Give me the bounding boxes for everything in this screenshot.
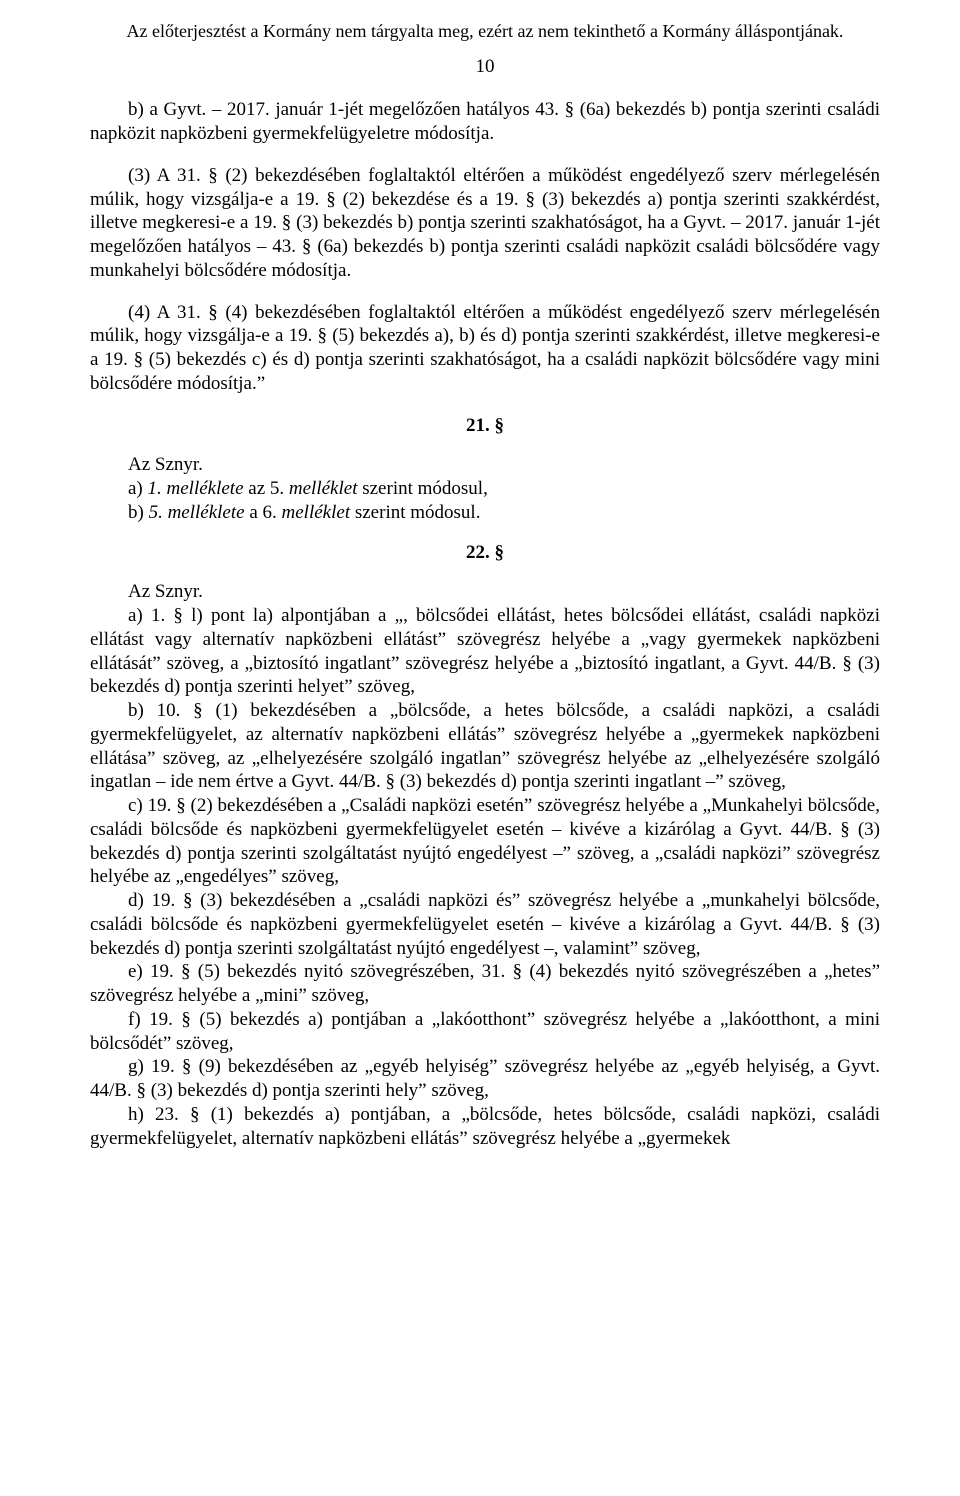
text: b)	[128, 502, 149, 523]
section-22-item-f: f) 19. § (5) bekezdés a) pontjában a „la…	[90, 1008, 880, 1056]
text-italic: 1. melléklete	[148, 478, 244, 499]
section-22-item-b: b) 10. § (1) bekezdésében a „bölcsőde, a…	[90, 699, 880, 794]
text: a 6.	[245, 502, 282, 523]
text-italic: 5. melléklete	[149, 502, 245, 523]
text: az 5.	[244, 478, 289, 499]
section-21-list: Az Sznyr. a) 1. melléklete az 5. mellékl…	[90, 453, 880, 524]
section-22-item-c: c) 19. § (2) bekezdésében a „Családi nap…	[90, 794, 880, 889]
section-21-item-a: a) 1. melléklete az 5. melléklet szerint…	[90, 477, 880, 501]
section-22-item-g: g) 19. § (9) bekezdésében az „egyéb hely…	[90, 1055, 880, 1103]
document-page: Az előterjesztést a Kormány nem tárgyalt…	[0, 0, 960, 1190]
text-italic: melléklet	[282, 502, 351, 523]
text-italic: melléklet	[289, 478, 358, 499]
section-21-heading: 21. §	[90, 414, 880, 438]
page-number: 10	[90, 55, 880, 79]
paragraph-3: (3) A 31. § (2) bekezdésében foglaltaktó…	[90, 164, 880, 283]
document-header: Az előterjesztést a Kormány nem tárgyalt…	[90, 20, 880, 43]
text: szerint módosul.	[350, 502, 480, 523]
section-22-heading: 22. §	[90, 541, 880, 565]
section-22-intro: Az Sznyr.	[90, 580, 880, 604]
section-22-item-e: e) 19. § (5) bekezdés nyitó szövegrészéb…	[90, 960, 880, 1008]
paragraph-b: b) a Gyvt. – 2017. január 1-jét megelőző…	[90, 98, 880, 146]
section-22-item-a: a) 1. § l) pont la) alpontjában a „, böl…	[90, 604, 880, 699]
section-21-intro: Az Sznyr.	[90, 453, 880, 477]
text: szerint módosul,	[357, 478, 487, 499]
paragraph-4: (4) A 31. § (4) bekezdésében foglaltaktó…	[90, 301, 880, 396]
section-22-item-h: h) 23. § (1) bekezdés a) pontjában, a „b…	[90, 1103, 880, 1151]
text: a)	[128, 478, 148, 499]
section-22-item-d: d) 19. § (3) bekezdésében a „családi nap…	[90, 889, 880, 960]
section-21-item-b: b) 5. melléklete a 6. melléklet szerint …	[90, 501, 880, 525]
